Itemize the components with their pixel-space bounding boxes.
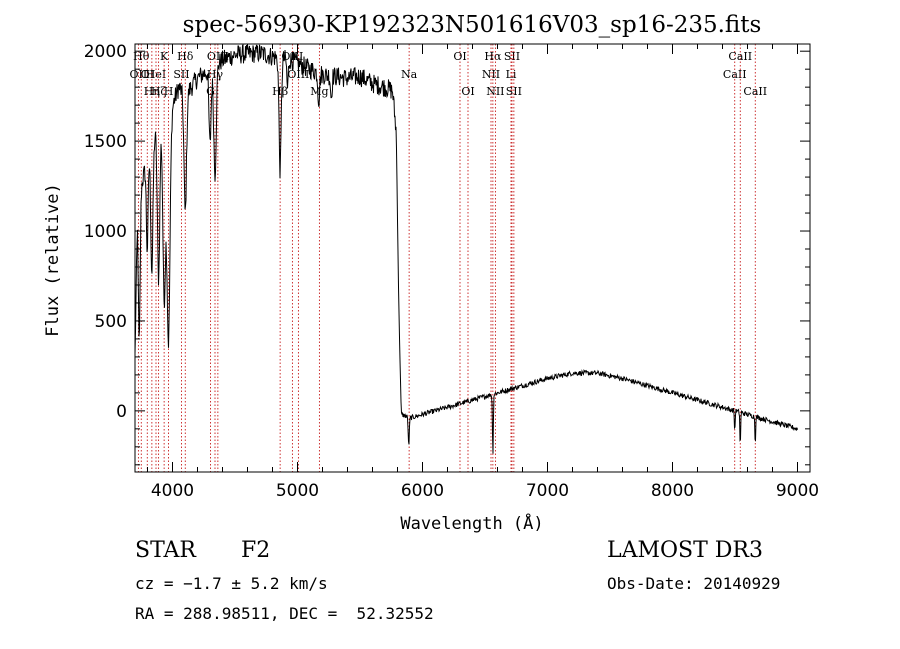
y-tick-label: 500 — [95, 312, 127, 332]
line-label: Hα — [484, 50, 502, 63]
spectrum-chart: spec-56930-KP192323N501616V03_sp16-235.f… — [43, 12, 819, 534]
x-tick-label: 6000 — [401, 481, 444, 501]
line-label: SII — [504, 50, 520, 63]
redshift-cz: cz = −1.7 ± 5.2 km/s — [135, 574, 328, 593]
object-subclass: F2 — [241, 538, 271, 563]
x-tick-label: 8000 — [651, 481, 694, 501]
line-label: NII — [482, 68, 500, 81]
y-tick-label: 0 — [116, 402, 127, 422]
spectral-line-markers: OIIHθOIHηHeIHζKHSIIHδGHγOIIIHβOIIIOIIIMg… — [130, 44, 767, 472]
line-label: Hζ — [151, 85, 167, 98]
line-label: OI — [453, 50, 466, 63]
y-tick-label: 1500 — [84, 132, 127, 152]
axis-ticks: 4000 5000 6000 7000 8000 9000 0 500 1000 1500 2000 — [84, 42, 819, 501]
y-axis-label: Flux (relative) — [43, 183, 63, 337]
observation-date: Obs-Date: 20140929 — [607, 574, 781, 593]
flux-series-line — [134, 43, 798, 454]
coordinates: RA = 288.98511, DEC = 52.32552 — [135, 604, 434, 623]
line-label: H — [164, 85, 174, 98]
y-tick-label: 1000 — [84, 222, 127, 242]
x-tick-label: 4000 — [151, 481, 194, 501]
plot-frame — [134, 43, 811, 473]
line-label: OII — [130, 68, 148, 81]
line-label: CaII — [743, 85, 767, 98]
line-label: Hδ — [177, 50, 194, 63]
x-tick-label: 9000 — [776, 481, 819, 501]
line-label: CaII — [723, 68, 747, 81]
x-axis-label: Wavelength (Å) — [400, 512, 543, 534]
chart-title: spec-56930-KP192323N501616V03_sp16-235.f… — [183, 12, 762, 38]
line-label: HeI — [146, 68, 166, 81]
line-label: SII — [506, 85, 522, 98]
line-label: OI — [141, 68, 154, 81]
line-label: CaII — [728, 50, 752, 63]
object-class: STAR — [135, 538, 196, 563]
line-label: Na — [401, 68, 418, 81]
line-label: G — [206, 85, 215, 98]
y-tick-label: 2000 — [84, 42, 127, 62]
line-label: NII — [486, 85, 504, 98]
line-label: K — [160, 50, 169, 63]
x-tick-label: 7000 — [526, 481, 569, 501]
x-tick-label: 5000 — [276, 481, 319, 501]
line-label: OI — [461, 85, 474, 98]
line-label: Hβ — [272, 85, 288, 98]
survey-name: LAMOST DR3 — [607, 538, 763, 563]
line-label: Hη — [144, 85, 160, 98]
line-label: Hγ — [207, 68, 224, 81]
line-label: Hθ — [133, 50, 150, 63]
line-label: SII — [173, 68, 189, 81]
line-label: Li — [506, 68, 517, 81]
